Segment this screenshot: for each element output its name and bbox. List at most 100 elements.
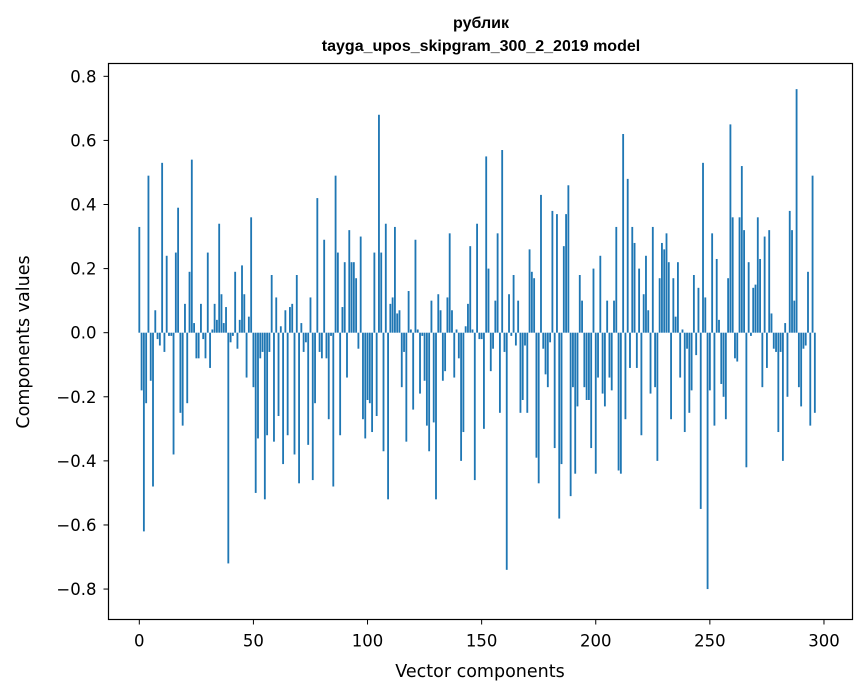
- y-tick-label: 0.0: [70, 324, 96, 343]
- bar: [314, 332, 316, 404]
- bar: [553, 332, 556, 449]
- bar: [649, 332, 652, 394]
- bar: [437, 294, 440, 333]
- bar: [446, 297, 449, 333]
- bar: [807, 271, 809, 333]
- bar: [533, 278, 536, 333]
- bar: [142, 332, 145, 532]
- bar: [206, 252, 209, 333]
- bar: [549, 332, 552, 343]
- bar: [578, 275, 581, 333]
- bar: [718, 319, 720, 333]
- bar: [266, 332, 269, 436]
- bar: [467, 303, 469, 333]
- bar: [734, 332, 736, 359]
- bar: [293, 332, 296, 455]
- bar: [503, 332, 506, 352]
- bar: [371, 332, 374, 433]
- bar: [391, 297, 394, 333]
- bar: [524, 332, 526, 346]
- bar: [750, 332, 752, 336]
- bar: [174, 252, 177, 333]
- bar: [286, 332, 289, 436]
- bar: [204, 332, 207, 359]
- bar: [473, 332, 476, 481]
- bar: [667, 262, 670, 333]
- bar: [711, 233, 714, 333]
- bar: [409, 329, 412, 333]
- bar: [587, 332, 590, 400]
- x-tick-label: 300: [808, 632, 840, 651]
- bar: [729, 124, 732, 333]
- bar: [487, 268, 490, 333]
- bar: [348, 230, 351, 333]
- bar: [257, 332, 259, 439]
- bar: [540, 194, 542, 333]
- bar: [786, 332, 789, 397]
- bar: [603, 332, 606, 407]
- bar: [387, 332, 389, 500]
- bar: [243, 294, 246, 333]
- x-tick-label: 0: [134, 632, 145, 651]
- bar: [156, 332, 159, 340]
- bar: [496, 233, 499, 333]
- bar: [791, 230, 793, 333]
- bar: [238, 319, 241, 333]
- y-axis-label: Components values: [14, 255, 34, 428]
- bar: [661, 242, 663, 333]
- y-tick-label: −0.2: [56, 388, 96, 407]
- bar: [560, 332, 563, 465]
- bar: [754, 284, 757, 333]
- bar: [152, 332, 154, 487]
- bar: [802, 332, 805, 349]
- bar: [378, 114, 380, 333]
- bar: [327, 332, 330, 420]
- bar: [396, 313, 399, 333]
- bar: [590, 332, 593, 449]
- bar: [170, 332, 173, 336]
- bar: [213, 303, 216, 333]
- bar: [752, 287, 755, 333]
- bar: [478, 332, 481, 340]
- bar: [444, 332, 447, 372]
- bar: [542, 332, 545, 349]
- bar: [270, 275, 273, 333]
- bar: [218, 223, 221, 333]
- bar: [375, 332, 378, 417]
- bar: [448, 233, 451, 333]
- bar: [592, 268, 595, 333]
- bar: [261, 332, 264, 352]
- bar: [704, 297, 707, 333]
- bar: [451, 310, 453, 333]
- bar: [631, 226, 634, 333]
- bar: [761, 332, 764, 388]
- bar: [407, 291, 410, 333]
- bar: [457, 332, 460, 359]
- bar: [674, 316, 677, 333]
- bar: [608, 332, 611, 378]
- bar: [777, 332, 780, 433]
- bar: [756, 217, 759, 333]
- y-axis-ticks: 0.8 0.6 0.4 0.2 0.0 −0.2 −0.4 −0.6 −0.8: [56, 67, 109, 599]
- bar: [364, 332, 367, 439]
- bar: [610, 332, 613, 391]
- bar: [720, 332, 723, 384]
- bar: [211, 329, 214, 333]
- bar: [227, 332, 230, 564]
- bar: [530, 271, 533, 333]
- bar: [320, 332, 323, 359]
- y-tick-label: −0.8: [56, 580, 96, 599]
- bar: [168, 332, 170, 336]
- bar: [501, 150, 504, 333]
- bar: [234, 271, 237, 333]
- bar: [362, 332, 364, 420]
- bar: [483, 332, 485, 429]
- bar: [724, 332, 727, 420]
- bar: [510, 332, 513, 336]
- bar: [188, 271, 191, 333]
- bar: [161, 162, 164, 333]
- bar: [572, 332, 574, 388]
- bar: [489, 332, 492, 372]
- bar: [190, 159, 193, 333]
- bar: [373, 252, 376, 333]
